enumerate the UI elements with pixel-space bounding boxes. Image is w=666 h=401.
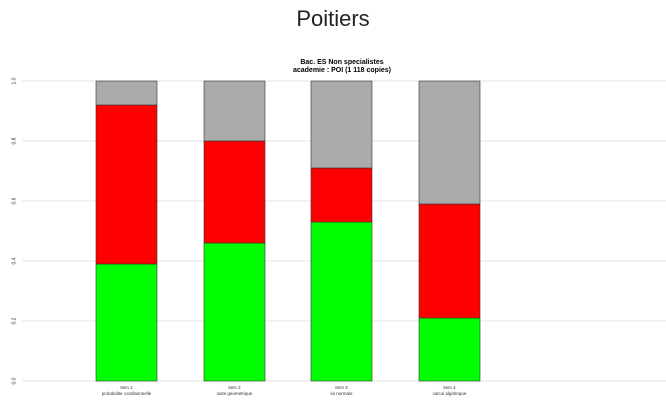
y-tick-label: 0.0	[11, 377, 17, 384]
bar-segment	[418, 317, 481, 382]
bar-segment	[203, 242, 266, 382]
x-category-label: item 4	[443, 385, 456, 390]
x-category-label: probabilite conditionnelle	[102, 391, 152, 396]
bar-segment	[418, 203, 481, 319]
bar-segment	[203, 140, 266, 244]
x-category-label: suite geometrique	[217, 391, 253, 396]
x-category-label: item 1	[120, 385, 133, 390]
page-title: Poitiers	[296, 6, 370, 31]
x-category-label: item 3	[335, 385, 348, 390]
bar-segment	[310, 221, 373, 382]
y-tick-label: 0.6	[11, 197, 17, 204]
bar-segment	[95, 263, 158, 382]
bar-segment	[310, 167, 373, 223]
y-axis-ticks: 0.0 0.2 0.4 0.6 0.8 1.0	[11, 77, 17, 384]
bars	[95, 80, 481, 382]
bar-segment	[418, 80, 481, 205]
x-category-label: calcul algebrique	[433, 391, 467, 396]
x-category-label: loi normale	[330, 391, 353, 396]
bar-segment	[203, 80, 266, 142]
bar-segment	[310, 80, 373, 169]
chart-title-line-1: Bac. ES Non specialistes	[300, 59, 383, 66]
y-tick-label: 1.0	[11, 77, 17, 84]
bar-segment	[95, 104, 158, 265]
y-tick-label: 0.4	[11, 257, 17, 264]
y-tick-label: 0.2	[11, 317, 17, 324]
chart-title-line-2: academie : POI (1 118 copies)	[293, 67, 391, 74]
bar-segment	[95, 80, 158, 106]
x-category-label: item 2	[228, 385, 241, 390]
y-tick-label: 0.8	[11, 137, 17, 144]
